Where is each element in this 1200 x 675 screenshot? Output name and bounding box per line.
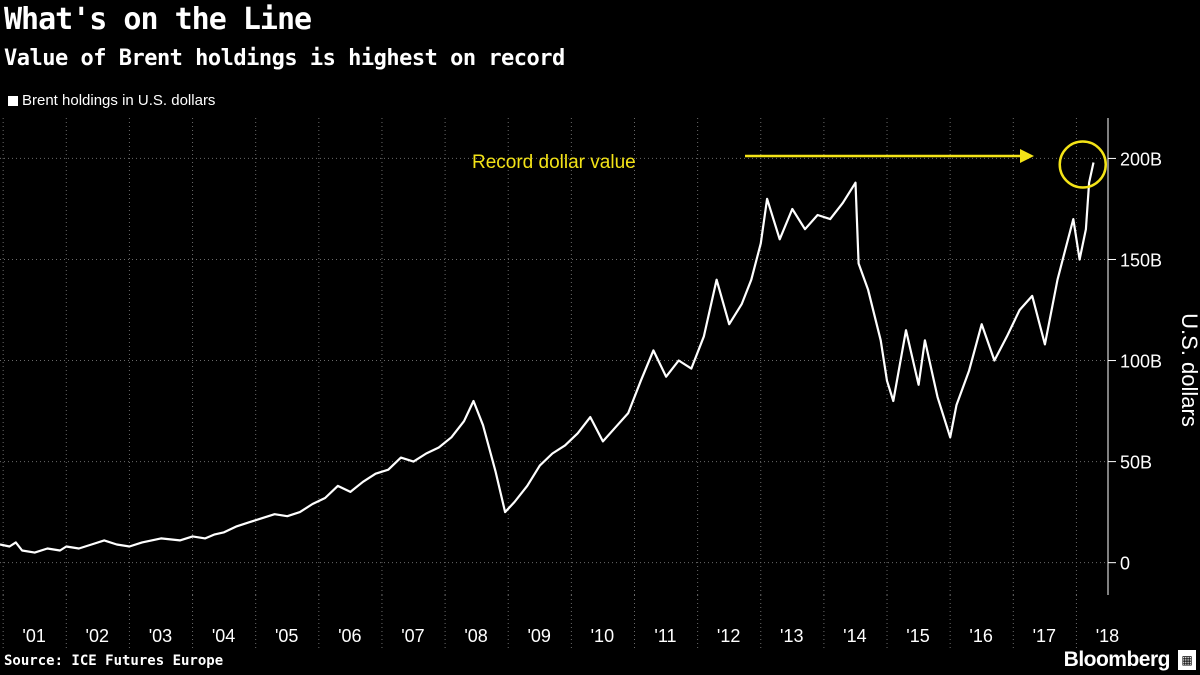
x-tick-label-'16: '16 bbox=[969, 626, 992, 646]
x-tick-label-'15: '15 bbox=[906, 626, 929, 646]
x-tick-label-'01: '01 bbox=[22, 626, 45, 646]
y-tick-label-0: 0 bbox=[1120, 554, 1130, 574]
x-tick-label-'12: '12 bbox=[717, 626, 740, 646]
x-tick-label-'06: '06 bbox=[338, 626, 361, 646]
x-tick-label-'13: '13 bbox=[780, 626, 803, 646]
x-tick-label-'03: '03 bbox=[149, 626, 172, 646]
bloomberg-terminal-icon: ▦ bbox=[1178, 650, 1196, 670]
x-tick-label-'02: '02 bbox=[86, 626, 109, 646]
chart-title: What's on the Line bbox=[4, 2, 312, 37]
annotation-arrow-head bbox=[1020, 149, 1034, 163]
x-tick-label-'09: '09 bbox=[527, 626, 550, 646]
x-tick-label-'07: '07 bbox=[401, 626, 424, 646]
chart-subtitle: Value of Brent holdings is highest on re… bbox=[4, 46, 565, 71]
x-tick-label-'14: '14 bbox=[843, 626, 866, 646]
x-tick-label-'10: '10 bbox=[591, 626, 614, 646]
y-axis-label: U.S. dollars bbox=[1177, 313, 1200, 427]
brand-logo: Bloomberg bbox=[1063, 648, 1171, 671]
x-tick-label-'18: '18 bbox=[1096, 626, 1119, 646]
annotation-circle bbox=[1058, 140, 1107, 189]
x-tick-label-'04: '04 bbox=[212, 626, 235, 646]
x-tick-label-'11: '11 bbox=[654, 626, 676, 646]
legend: Brent holdings in U.S. dollars bbox=[8, 92, 215, 109]
x-tick-label-'08: '08 bbox=[464, 626, 487, 646]
y-tick-label-50B: 50B bbox=[1120, 453, 1152, 473]
source-note: Source: ICE Futures Europe bbox=[4, 653, 224, 669]
annotation-label: Record dollar value bbox=[472, 152, 636, 173]
y-tick-label-200B: 200B bbox=[1120, 149, 1162, 169]
y-tick-label-100B: 100B bbox=[1120, 352, 1162, 372]
x-tick-label-'05: '05 bbox=[275, 626, 298, 646]
x-tick-label-'17: '17 bbox=[1033, 626, 1056, 646]
series-line-brent-holdings bbox=[0, 162, 1095, 554]
legend-swatch bbox=[8, 95, 18, 106]
y-tick-label-150B: 150B bbox=[1120, 250, 1162, 270]
legend-label: Brent holdings in U.S. dollars bbox=[22, 92, 216, 109]
